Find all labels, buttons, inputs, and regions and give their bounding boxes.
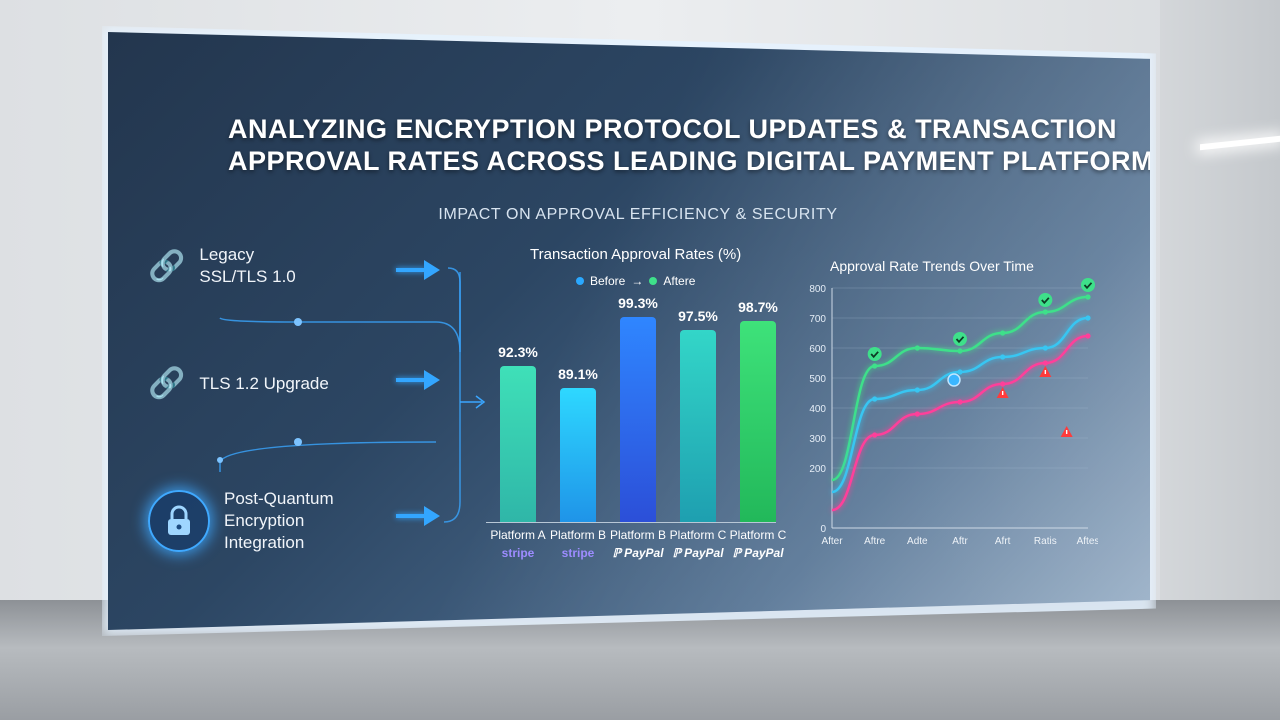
bar-3 bbox=[620, 316, 656, 522]
data-point bbox=[957, 348, 963, 354]
bar-chart-title: Transaction Approval Rates (%) bbox=[530, 246, 742, 263]
data-point bbox=[914, 387, 920, 393]
x-tick-label: Aftre bbox=[864, 536, 886, 547]
legend-after-swatch bbox=[649, 277, 658, 285]
checkmark-icon bbox=[955, 336, 965, 344]
bar-value-label: 89.1% bbox=[558, 366, 598, 383]
flow-arrow-icon bbox=[396, 370, 440, 390]
main-title-line-1: ANALYZING ENCRYPTION PROTOCOL UPDATES & … bbox=[228, 114, 1118, 144]
bar-5 bbox=[740, 321, 776, 522]
flow-arrow-icon bbox=[396, 506, 440, 526]
bar-4 bbox=[680, 329, 716, 522]
data-point bbox=[872, 363, 878, 369]
checkmark-icon bbox=[870, 351, 879, 359]
series-line-3 bbox=[831, 334, 1089, 512]
chain-link-icon: 🔗 bbox=[148, 367, 186, 400]
bar-chart-legend: Before → Aftere bbox=[576, 274, 695, 288]
bar-chart-baseline bbox=[486, 522, 776, 523]
data-point bbox=[957, 399, 963, 405]
y-tick-label: 300 bbox=[809, 434, 826, 445]
data-point bbox=[1085, 294, 1091, 300]
paypal-logo: ℙ PayPal bbox=[732, 546, 784, 560]
y-tick-label: 600 bbox=[809, 344, 826, 355]
x-tick-label: Aftes bbox=[1077, 536, 1098, 547]
y-tick-label: 800 bbox=[809, 284, 826, 295]
data-point bbox=[1042, 360, 1048, 366]
display-screen: ANALYZING ENCRYPTION PROTOCOL UPDATES & … bbox=[108, 32, 1150, 630]
bar-category-label: Platform C bbox=[729, 528, 787, 542]
connector-lines bbox=[217, 267, 486, 523]
stage-label: Legacy SSL/TLS 1.0 bbox=[199, 245, 296, 286]
x-tick-label: Afrt bbox=[995, 536, 1011, 547]
data-point bbox=[1000, 330, 1006, 336]
y-tick-label: 400 bbox=[809, 404, 826, 415]
highlight-point bbox=[947, 373, 961, 387]
checkmark-icon bbox=[1038, 293, 1053, 307]
data-point bbox=[957, 369, 963, 375]
paypal-logo: ℙ PayPal bbox=[612, 546, 664, 560]
bar-category-label: Platform B bbox=[609, 528, 666, 542]
padlock-icon bbox=[148, 490, 210, 552]
data-point bbox=[872, 396, 878, 402]
paypal-logo: ℙ PayPal bbox=[672, 546, 724, 560]
data-point bbox=[914, 345, 920, 351]
bar-category-label: Platform A bbox=[490, 528, 546, 542]
y-tick-label: 500 bbox=[809, 374, 826, 385]
data-point bbox=[914, 411, 920, 417]
bar-category-label: Platform C bbox=[669, 528, 727, 542]
data-point bbox=[1085, 333, 1091, 339]
bar-value-label: 99.3% bbox=[618, 294, 658, 311]
x-tick-label: Aftr bbox=[952, 536, 968, 547]
main-title-line-2: APPROVAL RATES ACROSS LEADING DIGITAL PA… bbox=[228, 146, 1173, 176]
legend-after-label: Aftere bbox=[663, 274, 696, 288]
series-line-1 bbox=[831, 295, 1089, 482]
bar-category-label: Platform B bbox=[549, 528, 606, 542]
checkmark-icon bbox=[1041, 297, 1050, 305]
stage-label: TLS 1.2 Upgrade bbox=[199, 373, 329, 393]
stage-legacy: 🔗 Legacy SSL/TLS 1.0 bbox=[148, 244, 296, 288]
line-chart-title: Approval Rate Trends Over Time bbox=[830, 258, 1034, 274]
data-point bbox=[1000, 381, 1006, 387]
bar-value-label: 98.7% bbox=[738, 299, 778, 316]
stripe-logo: stripe bbox=[561, 546, 595, 560]
checkmark-icon bbox=[1081, 278, 1095, 292]
x-tick-label: Adte bbox=[907, 536, 928, 547]
data-point bbox=[1042, 345, 1048, 351]
data-point bbox=[1085, 315, 1091, 321]
bar-2 bbox=[560, 388, 596, 522]
y-tick-label: 700 bbox=[809, 314, 826, 325]
line-chart: 0 200 300 400 500 600 700 800 After Aftre Adte Aftr… bbox=[809, 278, 1098, 547]
chain-link-icon: 🔗 bbox=[148, 249, 186, 283]
data-point bbox=[872, 432, 878, 438]
stage-label: Post-Quantum Encryption Integration bbox=[224, 489, 334, 552]
stage-tls12: 🔗 TLS 1.2 Upgrade bbox=[148, 366, 329, 401]
bar-value-label: 97.5% bbox=[678, 307, 718, 324]
data-point bbox=[1042, 309, 1048, 315]
checkmark-icon bbox=[953, 332, 967, 346]
bar-value-label: 92.3% bbox=[498, 343, 538, 360]
legend-before-label: Before bbox=[590, 274, 626, 288]
subtitle: IMPACT ON APPROVAL EFFICIENCY & SECURITY bbox=[438, 206, 838, 223]
y-tick-label: 0 bbox=[820, 524, 826, 535]
room-side-wall bbox=[1160, 0, 1280, 600]
checkmark-icon bbox=[1083, 282, 1093, 290]
x-tick-label: Ratis bbox=[1034, 536, 1057, 547]
stage-post-quantum: Post-Quantum Encryption Integration bbox=[148, 488, 334, 554]
y-tick-label: 200 bbox=[809, 464, 826, 475]
legend-before-swatch bbox=[576, 277, 584, 285]
bar-1 bbox=[500, 365, 536, 522]
stripe-logo: stripe bbox=[501, 546, 535, 560]
flow-arrow-icon bbox=[396, 260, 440, 280]
checkmark-icon bbox=[867, 347, 882, 361]
legend-arrow: → bbox=[631, 274, 644, 288]
x-tick-label: After bbox=[821, 536, 843, 547]
data-point bbox=[1000, 354, 1006, 360]
